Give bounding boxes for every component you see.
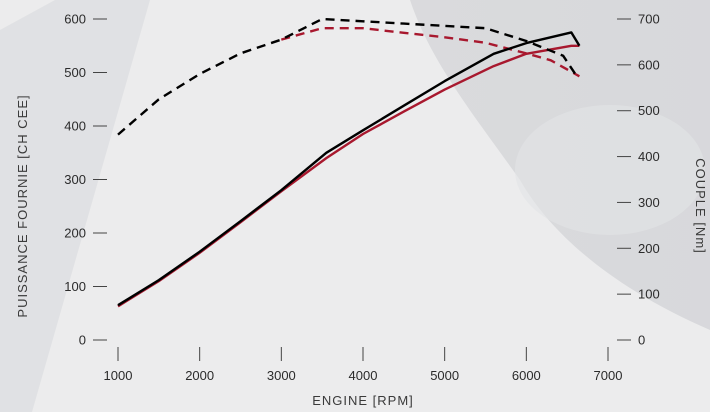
torque-line-red xyxy=(280,27,580,78)
x-tick-label: 3000 xyxy=(267,368,296,383)
torque-line-black xyxy=(117,17,577,136)
left-tick-label: 300 xyxy=(64,172,86,187)
series-layer xyxy=(117,17,581,308)
left-tick-label: 400 xyxy=(64,119,86,134)
left-tick-label: 600 xyxy=(64,12,86,27)
x-tick-label: 6000 xyxy=(512,368,541,383)
x-tick-label: 1000 xyxy=(104,368,133,383)
right-tick-label: 300 xyxy=(638,195,660,210)
x-tick-label: 4000 xyxy=(349,368,378,383)
x-tick-label: 2000 xyxy=(185,368,214,383)
right-tick-label: 400 xyxy=(638,149,660,164)
right-tick-label: 500 xyxy=(638,103,660,118)
left-y-axis: 0 100 200 300 400 500 600 xyxy=(64,12,107,348)
right-tick-label: 0 xyxy=(638,333,645,348)
right-tick-label: 600 xyxy=(638,57,660,72)
x-tick-label: 5000 xyxy=(430,368,459,383)
right-tick-label: 100 xyxy=(638,287,660,302)
right-y-axis: 0 100 200 300 400 500 600 700 xyxy=(617,12,660,348)
right-axis-title: COUPLE [Nm] xyxy=(693,158,708,254)
x-tick-label: 7000 xyxy=(594,368,623,383)
left-tick-label: 0 xyxy=(79,333,86,348)
left-axis-title: PUISSANCE FOURNIE [CH CEE] xyxy=(15,94,30,317)
right-tick-label: 700 xyxy=(638,12,660,27)
right-tick-label: 200 xyxy=(638,241,660,256)
left-tick-label: 200 xyxy=(64,226,86,241)
power-line-black xyxy=(117,31,581,307)
x-axis-title: ENGINE [RPM] xyxy=(312,393,414,408)
left-tick-label: 500 xyxy=(64,65,86,80)
left-tick-label: 100 xyxy=(64,279,86,294)
x-axis: 1000 2000 3000 4000 5000 6000 7000 xyxy=(104,347,623,383)
